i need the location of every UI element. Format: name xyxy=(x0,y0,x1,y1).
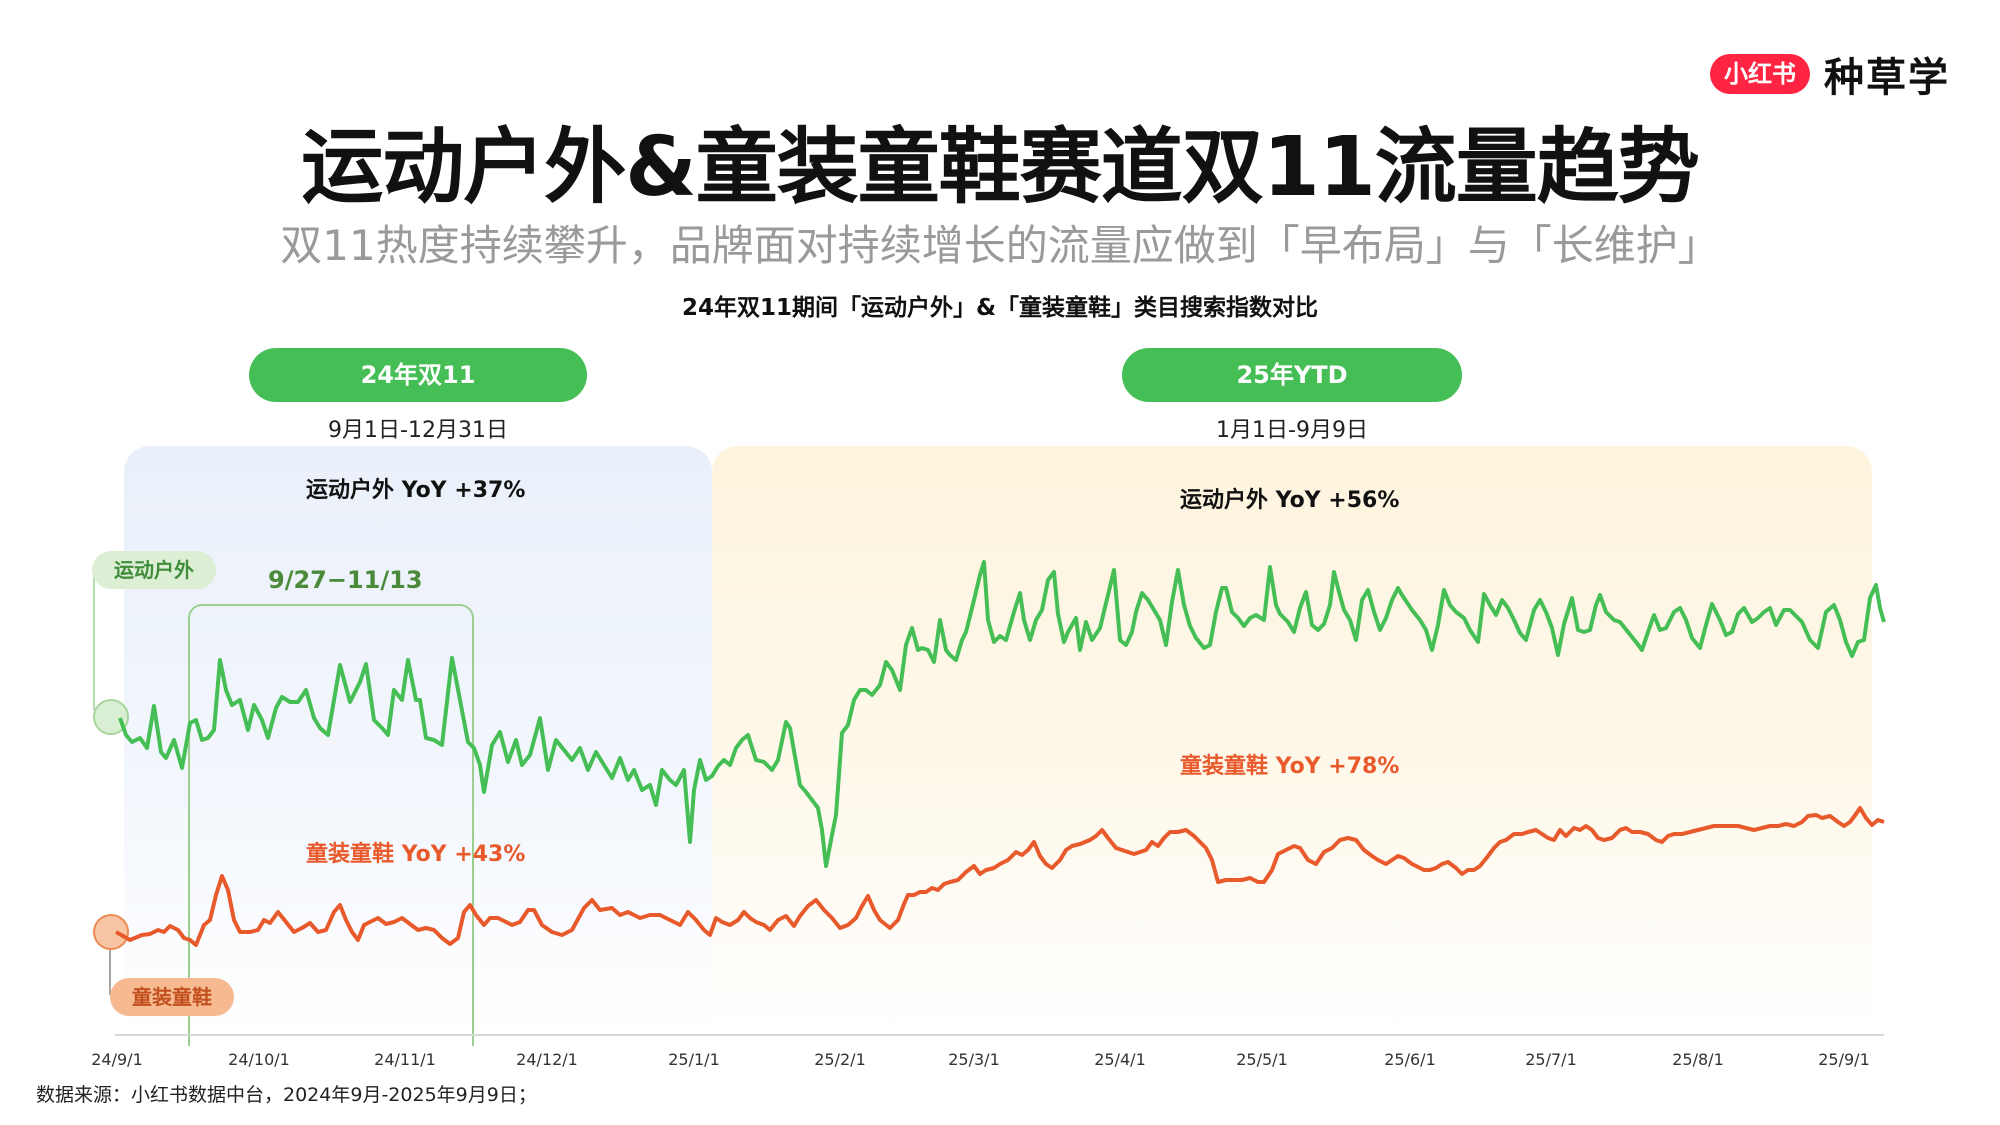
period-range-24: 9月1日-12月31日 xyxy=(328,418,508,443)
x-tick: 25/5/1 xyxy=(1236,1050,1288,1069)
period-pill-24: 24年双11 xyxy=(249,348,587,402)
outdoor-start-marker xyxy=(93,699,129,735)
x-tick: 25/9/1 xyxy=(1818,1050,1870,1069)
brand-name: 种草学 xyxy=(1824,55,1950,101)
period-range-25: 1月1日-9月9日 xyxy=(1216,418,1368,443)
x-tick: 25/7/1 xyxy=(1525,1050,1577,1069)
brand-logo: 小红书 种草学 xyxy=(1710,45,1950,103)
x-tick: 25/4/1 xyxy=(1094,1050,1146,1069)
period-pill-25: 25年YTD xyxy=(1122,348,1462,402)
highlight-window-box xyxy=(188,604,474,1046)
kids-start-marker xyxy=(93,914,129,950)
x-tick: 24/11/1 xyxy=(374,1050,436,1069)
x-tick: 24/12/1 xyxy=(516,1050,578,1069)
period-panel-25 xyxy=(712,446,1872,1036)
highlight-window-label: 9/27−11/13 xyxy=(268,566,423,594)
x-tick: 25/8/1 xyxy=(1672,1050,1724,1069)
page-subtitle: 双11热度持续攀升，品牌面对持续增长的流量应做到「早布局」与「长维护」 xyxy=(280,221,1720,270)
legend-kids: 童装童鞋 xyxy=(110,978,234,1016)
x-tick: 24/10/1 xyxy=(228,1050,290,1069)
chart-title: 24年双11期间「运动户外」&「童装童鞋」类目搜索指数对比 xyxy=(681,295,1319,321)
period-panel-24 xyxy=(124,446,712,1036)
x-tick: 25/6/1 xyxy=(1384,1050,1436,1069)
page-title: 运动户外&童装童鞋赛道双11流量趋势 xyxy=(301,120,1700,215)
x-tick: 25/3/1 xyxy=(948,1050,1000,1069)
outdoor-yoy-25: 运动户外 YoY +56% xyxy=(1180,488,1400,513)
x-tick: 24/9/1 xyxy=(91,1050,143,1069)
legend-outdoor: 运动户外 xyxy=(92,551,216,589)
x-tick: 25/1/1 xyxy=(668,1050,720,1069)
kids-yoy-24: 童装童鞋 YoY +43% xyxy=(306,842,526,867)
outdoor-yoy-24: 运动户外 YoY +37% xyxy=(306,478,526,503)
xiaohongshu-badge: 小红书 xyxy=(1710,54,1810,94)
data-source-note: 数据来源：小红书数据中台，2024年9月-2025年9月9日； xyxy=(36,1084,537,1106)
kids-yoy-25: 童装童鞋 YoY +78% xyxy=(1180,754,1400,779)
outdoor-series-line xyxy=(118,560,1886,868)
x-tick: 25/2/1 xyxy=(814,1050,866,1069)
kids-series-line xyxy=(115,806,1885,947)
